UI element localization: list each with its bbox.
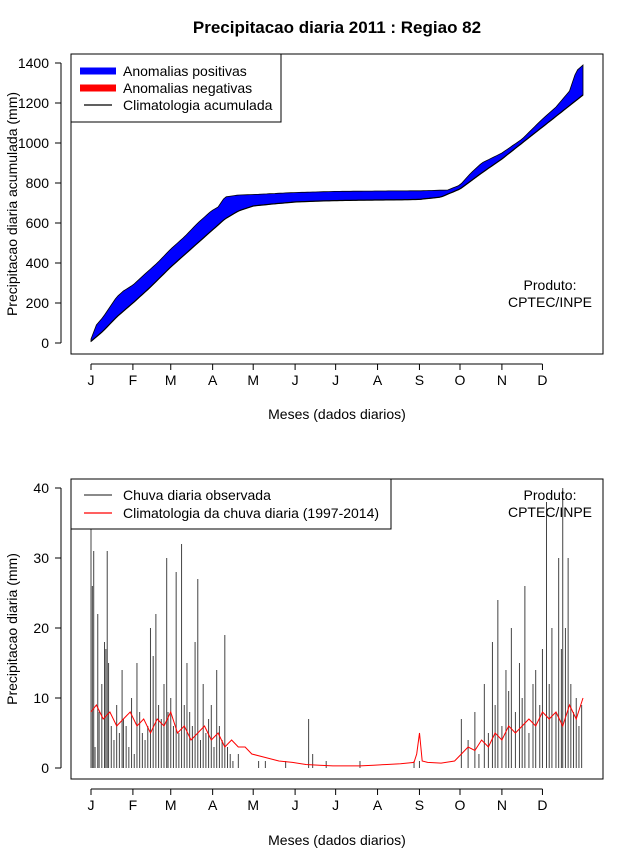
cumulative-annotation-line-1: Produto:	[524, 277, 577, 293]
daily-y-tick-label: 40	[33, 480, 49, 496]
cumulative-x-tick-label: O	[455, 372, 466, 388]
daily-rain-chart: 0 10 20 30 40 J F M A M J J A S O N D Precipitacao diar…	[4, 478, 604, 848]
cumulative-x-tick-label: A	[208, 372, 218, 388]
daily-x-tick-label: N	[497, 797, 507, 813]
cumulative-y-tick-label: 200	[26, 295, 50, 311]
daily-x-tick-label: D	[537, 797, 547, 813]
daily-y-tick-label: 30	[33, 550, 49, 566]
daily-x-tick-label: A	[373, 797, 383, 813]
daily-legend-box	[70, 478, 392, 530]
daily-y-axis: 0 10 20 30 40	[33, 480, 62, 776]
cumulative-series	[90, 64, 584, 343]
daily-x-tick-label: S	[415, 797, 424, 813]
legend-label-negative: Anomalias negativas	[123, 80, 252, 96]
daily-x-tick-label: A	[208, 797, 218, 813]
cumulative-x-tick-label: D	[537, 372, 547, 388]
daily-legend: Chuva diaria observada Climatologia da c…	[70, 478, 392, 530]
cumulative-x-tick-label: M	[165, 372, 177, 388]
legend-label-climatology: Climatologia acumulada	[123, 97, 273, 113]
daily-y-tick-label: 20	[33, 620, 49, 636]
daily-x-tick-label: J	[88, 797, 95, 813]
cumulative-x-tick-label: J	[292, 372, 299, 388]
daily-y-tick-label: 0	[41, 760, 49, 776]
cumulative-x-tick-label: N	[497, 372, 507, 388]
cumulative-x-tick-label: F	[129, 372, 138, 388]
daily-climatology-line	[90, 697, 584, 767]
climatology-cumulative-line	[90, 94, 584, 342]
cumulative-legend: Anomalias positivas Anomalias negativas …	[70, 53, 282, 123]
cumulative-x-tick-label: J	[88, 372, 95, 388]
cumulative-annotation-line-2: CPTEC/INPE	[508, 294, 592, 310]
cumulative-y-tick-label: 400	[26, 255, 50, 271]
cumulative-x-axis-title: Meses (dados diarios)	[268, 406, 406, 422]
cumulative-y-tick-label: 1400	[18, 55, 49, 71]
page-title: Precipitacao diaria 2011 : Regiao 82	[193, 18, 481, 37]
cumulative-y-tick-label: 600	[26, 215, 50, 231]
daily-y-tick-label: 10	[33, 690, 49, 706]
daily-x-tick-label: J	[332, 797, 339, 813]
legend-label-observed: Chuva diaria observada	[123, 487, 271, 503]
cumulative-x-tick-label: M	[247, 372, 259, 388]
daily-x-tick-label: M	[165, 797, 177, 813]
cumulative-y-axis: 0 200 400 600 800 1000 1200 1400	[18, 55, 62, 351]
daily-x-axis-title: Meses (dados diarios)	[268, 832, 406, 848]
cumulative-y-tick-label: 1000	[18, 135, 49, 151]
cumulative-y-tick-label: 1200	[18, 95, 49, 111]
daily-annotation-line-2: CPTEC/INPE	[508, 504, 592, 520]
daily-x-tick-label: M	[247, 797, 259, 813]
cumulative-y-tick-label: 800	[26, 175, 50, 191]
cumulative-x-tick-label: S	[415, 372, 424, 388]
legend-label-daily-climatology: Climatologia da chuva diaria (1997-2014)	[123, 505, 379, 521]
daily-y-axis-title: Precipitacao diaria (mm)	[4, 553, 20, 705]
daily-x-tick-label: O	[455, 797, 466, 813]
cumulative-plot-frame	[70, 53, 604, 355]
cumulative-x-tick-label: J	[332, 372, 339, 388]
cumulative-y-tick-label: 0	[41, 335, 49, 351]
cumulative-chart: 0 200 400 600 800 1000 1200 1400 J F M A M J J A S O N D P…	[4, 53, 604, 422]
daily-series	[90, 488, 584, 768]
daily-x-tick-label: J	[292, 797, 299, 813]
cumulative-x-tick-label: A	[373, 372, 383, 388]
daily-annotation-line-1: Produto:	[524, 487, 577, 503]
daily-x-tick-label: F	[129, 797, 138, 813]
legend-label-positive: Anomalias positivas	[123, 63, 247, 79]
cumulative-y-axis-title: Precipitacao diaria acumulada (mm)	[4, 92, 20, 316]
